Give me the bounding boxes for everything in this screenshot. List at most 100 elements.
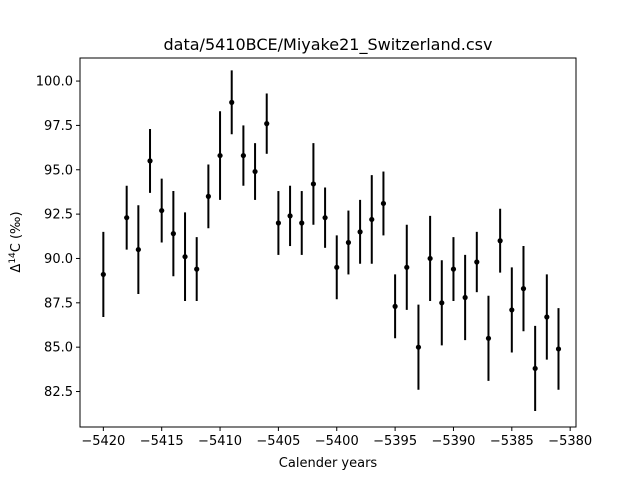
data-point	[170, 191, 176, 277]
y-axis-label-rest: C (‰)	[9, 211, 24, 252]
data-point	[415, 304, 422, 390]
y-axis-label-main: Δ	[9, 264, 24, 273]
data-point	[334, 235, 340, 300]
data-point	[462, 254, 468, 341]
point-marker	[299, 220, 305, 226]
point-marker	[287, 213, 293, 219]
point-marker	[404, 264, 410, 270]
x-tick-label: −5385	[490, 434, 534, 449]
x-axis: −5420 −5415 −5410 −5405 −5400 −5395 −5390 −5385…	[81, 427, 592, 449]
data-point	[555, 308, 562, 390]
data-point	[287, 185, 293, 247]
point-marker	[380, 200, 387, 207]
point-marker	[322, 215, 328, 221]
point-marker	[170, 231, 176, 237]
point-marker	[159, 207, 165, 214]
y-tick-label: 82.5	[44, 385, 73, 400]
point-marker	[194, 266, 200, 272]
data-point	[497, 208, 503, 273]
point-marker	[450, 266, 457, 272]
data-point	[135, 205, 141, 294]
x-tick-label: −5410	[198, 434, 242, 449]
y-tick-label: 92.5	[44, 208, 73, 223]
point-marker	[264, 121, 270, 127]
x-tick-label: −5420	[81, 434, 125, 449]
data-point	[450, 237, 457, 302]
data-point	[369, 175, 375, 264]
point-marker	[275, 220, 281, 226]
point-marker	[229, 99, 235, 105]
data-marks	[100, 70, 562, 412]
y-axis-label: Δ14C (‰)	[8, 211, 24, 272]
y-tick-label: 85.0	[44, 341, 73, 356]
data-point	[182, 212, 188, 302]
data-point	[229, 70, 235, 135]
data-point	[252, 143, 258, 200]
point-marker	[485, 335, 492, 341]
x-tick-label: −5390	[431, 434, 475, 449]
point-marker	[182, 254, 188, 260]
point-marker	[124, 215, 130, 221]
point-marker	[439, 300, 445, 306]
point-marker	[509, 307, 515, 313]
data-point	[310, 143, 317, 225]
data-point	[205, 164, 211, 229]
data-point	[357, 199, 363, 264]
point-marker	[520, 286, 527, 292]
point-marker	[369, 216, 375, 223]
point-marker	[345, 239, 352, 246]
x-axis-label: Calender years	[279, 456, 378, 471]
point-marker	[252, 168, 258, 175]
point-marker	[310, 181, 317, 187]
data-point	[194, 237, 200, 302]
point-marker	[392, 303, 398, 309]
x-tick-label: −5400	[315, 434, 359, 449]
x-tick-label: −5415	[140, 434, 184, 449]
point-marker	[532, 365, 538, 372]
data-point	[439, 260, 445, 346]
data-point	[427, 215, 433, 302]
data-point	[100, 231, 106, 318]
y-tick-label: 95.0	[44, 163, 73, 178]
data-point	[217, 111, 223, 200]
data-point	[485, 295, 492, 381]
y-axis: 82.5 85.0 87.5 90.0 92.5 95.0 97.5 100.0	[36, 75, 80, 400]
x-tick-label: −5380	[548, 434, 592, 449]
data-point	[509, 267, 515, 353]
point-marker	[334, 264, 340, 270]
y-axis-label-sup: 14	[8, 252, 18, 264]
point-marker	[555, 346, 562, 352]
point-marker	[240, 152, 246, 159]
data-point	[532, 325, 538, 412]
y-tick-label: 100.0	[36, 75, 73, 90]
plot-frame	[79, 57, 577, 428]
x-tick-label: −5405	[256, 434, 300, 449]
point-marker	[357, 229, 363, 235]
y-tick-label: 87.5	[44, 296, 73, 311]
data-point	[544, 274, 550, 360]
x-tick-label: −5395	[373, 434, 417, 449]
point-marker	[544, 314, 550, 320]
point-marker	[217, 152, 223, 159]
data-point	[322, 187, 328, 248]
y-tick-label: 97.5	[44, 119, 73, 134]
data-point	[264, 93, 270, 154]
point-marker	[427, 255, 433, 262]
data-point	[147, 128, 153, 193]
data-point	[240, 125, 246, 186]
data-point	[520, 246, 527, 332]
point-marker	[497, 238, 503, 244]
point-marker	[205, 193, 211, 199]
data-point	[404, 224, 410, 310]
data-point	[392, 274, 398, 339]
data-point	[124, 185, 130, 250]
chart-title: data/5410BCE/Miyake21_Switzerland.csv	[164, 35, 493, 55]
data-point	[474, 231, 480, 293]
point-marker	[100, 271, 106, 278]
data-point	[275, 191, 281, 255]
point-marker	[462, 294, 468, 301]
point-marker	[415, 344, 422, 350]
point-marker	[135, 246, 141, 253]
